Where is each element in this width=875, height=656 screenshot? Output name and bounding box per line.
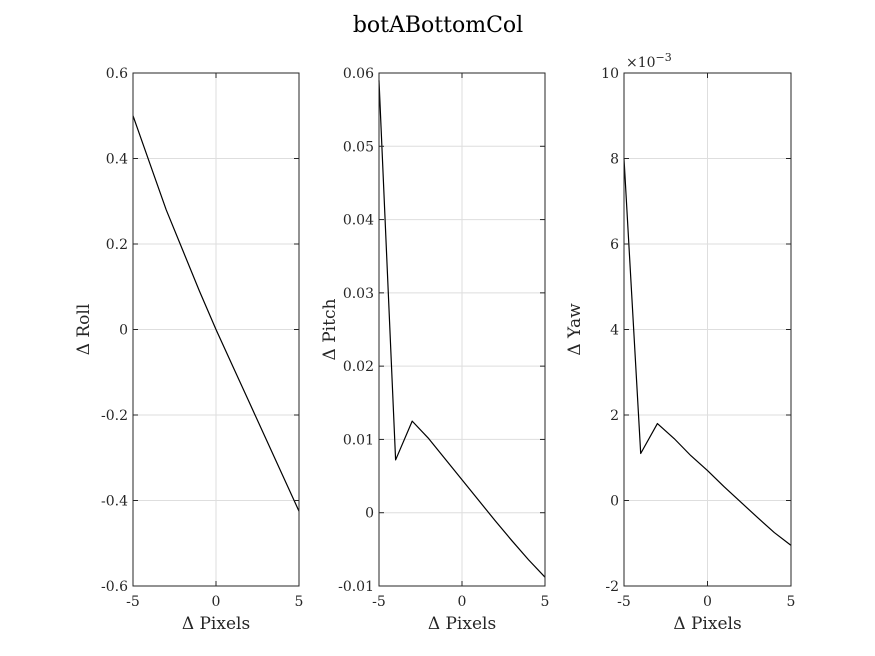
- pitch-y-axis-label: Δ Pitch: [320, 299, 340, 361]
- subplot-panels: -5 0 5 -0.6 -0.4 -0.2 0 0.2 0.4 0.6 Δ Pixels Δ Roll…: [74, 51, 795, 634]
- yaw-y-tick-label: 10: [601, 66, 619, 82]
- yaw-exponent-label: ×10−3: [626, 51, 672, 71]
- roll-y-tick-label: 0.2: [106, 237, 128, 253]
- yaw-y-tick-label: 8: [610, 152, 619, 168]
- yaw-x-tick-label: 0: [703, 594, 712, 610]
- roll-x-tick-label: -5: [126, 594, 140, 610]
- yaw-x-tick-label: -5: [617, 594, 631, 610]
- pitch-x-axis-label: Δ Pixels: [428, 614, 496, 634]
- figure-title: botABottomCol: [353, 13, 523, 38]
- yaw-y-axis-label: Δ Yaw: [565, 303, 585, 356]
- roll-y-tick-label: -0.4: [101, 494, 128, 510]
- pitch-x-tick-label: -5: [372, 594, 386, 610]
- yaw-series-line: [623, 158, 792, 546]
- yaw-y-tick-label: 2: [610, 408, 619, 424]
- pitch-y-tick-label: 0: [365, 506, 374, 522]
- pitch-y-tick-label: -0.01: [338, 579, 374, 595]
- roll-y-tick-label: 0.6: [106, 66, 128, 82]
- pitch-x-tick-label: 5: [541, 594, 550, 610]
- roll-x-axis-label: Δ Pixels: [182, 614, 250, 634]
- pitch-y-tick-label: 0.04: [343, 213, 374, 229]
- roll-y-tick-label: -0.2: [101, 408, 128, 424]
- pitch-series-line: [378, 80, 546, 578]
- yaw-y-tick-label: 4: [610, 323, 619, 339]
- pitch-y-tick-label: 0.01: [343, 432, 374, 448]
- roll-subplot: -5 0 5 -0.6 -0.4 -0.2 0 0.2 0.4 0.6 Δ Pixels Δ Roll: [74, 66, 303, 634]
- pitch-y-tick-label: 0.05: [343, 139, 374, 155]
- roll-y-axis-label: Δ Roll: [74, 304, 94, 356]
- yaw-exponent-base: ×10: [626, 55, 656, 71]
- pitch-y-tick-label: 0.03: [343, 286, 374, 302]
- pitch-x-tick-label: 0: [458, 594, 467, 610]
- yaw-subplot: -5 0 5 -2 0 2 4 6 8 10 ×10−3 Δ Pixels Δ Yaw: [565, 51, 795, 634]
- pitch-y-tick-label: 0.06: [343, 66, 374, 82]
- roll-series-line: [132, 115, 300, 512]
- yaw-y-tick-label: 0: [610, 494, 619, 510]
- roll-x-tick-label: 0: [212, 594, 221, 610]
- yaw-x-axis-label: Δ Pixels: [673, 614, 741, 634]
- yaw-exponent-power: −3: [656, 51, 672, 64]
- pitch-y-tick-label: 0.02: [343, 359, 374, 375]
- pitch-subplot: -5 0 5 -0.01 0 0.01 0.02 0.03 0.04 0.05 0.06 Δ Pixe…: [320, 66, 549, 634]
- roll-y-tick-label: 0.4: [106, 152, 128, 168]
- yaw-x-tick-label: 5: [787, 594, 796, 610]
- yaw-y-tick-label: 6: [610, 237, 619, 253]
- roll-y-tick-label: 0: [119, 323, 128, 339]
- roll-y-tick-label: -0.6: [101, 579, 128, 595]
- yaw-y-tick-label: -2: [605, 579, 619, 595]
- roll-x-tick-label: 5: [295, 594, 304, 610]
